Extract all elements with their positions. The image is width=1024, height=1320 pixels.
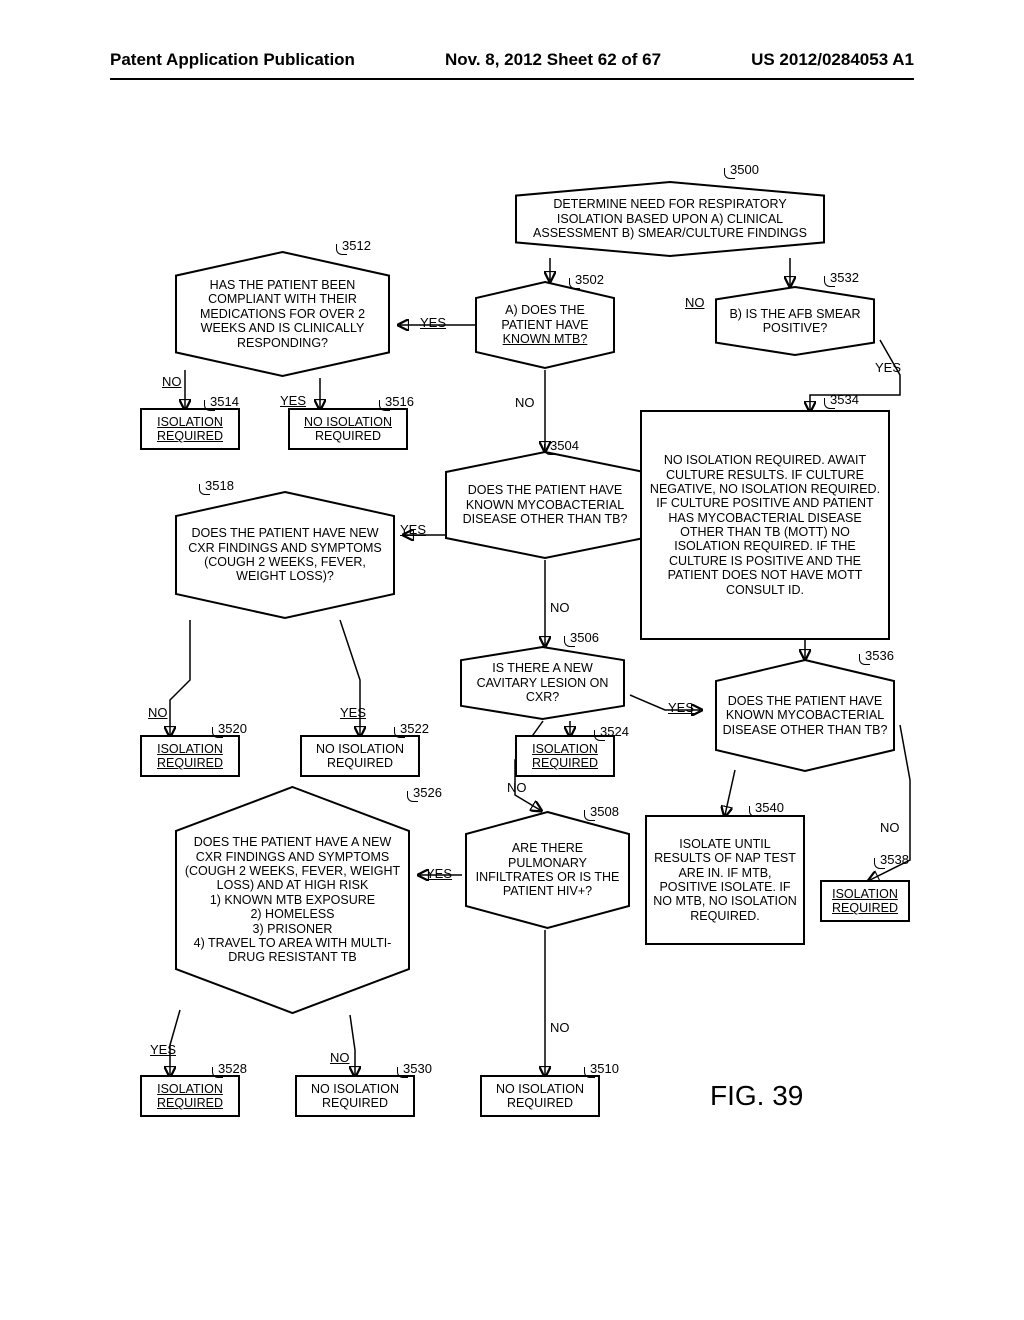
reference-hook [749, 806, 760, 817]
flowchart-terminal-n3520: ISOLATIONREQUIRED [140, 735, 240, 777]
reference-hook [544, 444, 555, 455]
edge-label: YES [340, 705, 366, 720]
flowchart-decision-n3502: A) DOES THEPATIENT HAVEKNOWN MTB? [470, 280, 620, 370]
edge-label: NO [550, 600, 570, 615]
flowchart-terminal-n3540: ISOLATE UNTIL RESULTS OF NAP TEST ARE IN… [645, 815, 805, 945]
flowchart-decision-n3500: DETERMINE NEED FOR RESPIRATORY ISOLATION… [510, 180, 830, 258]
flowchart-decision-n3536: DOES THE PATIENT HAVE KNOWN MYCOBACTERIA… [710, 658, 900, 773]
edge-label: NO [148, 705, 168, 720]
edge-label: YES [875, 360, 901, 375]
edge-label: NO [330, 1050, 350, 1065]
edge-label: NO [507, 780, 527, 795]
flowchart-terminal-n3524: ISOLATIONREQUIRED [515, 735, 615, 777]
flowchart-terminal-n3538: ISOLATIONREQUIRED [820, 880, 910, 922]
node-text: A) DOES THEPATIENT HAVEKNOWN MTB? [482, 288, 608, 362]
node-text: IS THERE A NEW CAVITARY LESION ON CXR? [467, 653, 618, 713]
flowchart-terminal-n3530: NO ISOLATION REQUIRED [295, 1075, 415, 1117]
edge-label: NO [515, 395, 535, 410]
header-left: Patent Application Publication [110, 50, 355, 70]
reference-hook [874, 858, 885, 869]
edge-label: YES [668, 700, 694, 715]
reference-hook [584, 810, 595, 821]
edge-label: YES [150, 1042, 176, 1057]
flowchart-decision-n3532: B) IS THE AFB SMEAR POSITIVE? [710, 285, 880, 357]
reference-hook [379, 400, 390, 411]
node-text: HAS THE PATIENT BEEN COMPLIANT WITH THEI… [182, 258, 383, 370]
edge-label: YES [420, 315, 446, 330]
node-text: DOES THE PATIENT HAVE NEW CXR FINDINGS A… [182, 498, 388, 612]
node-text: DETERMINE NEED FOR RESPIRATORY ISOLATION… [522, 188, 818, 250]
flowchart-terminal-n3528: ISOLATIONREQUIRED [140, 1075, 240, 1117]
reference-hook [394, 727, 405, 738]
figure-39: DETERMINE NEED FOR RESPIRATORY ISOLATION… [110, 180, 914, 1210]
edge-label: NO [162, 374, 182, 389]
node-text: DOES THE PATIENT HAVE KNOWN MYCOBACTERIA… [452, 458, 638, 552]
reference-hook [569, 278, 580, 289]
reference-hook [199, 484, 210, 495]
reference-hook [859, 654, 870, 665]
flowchart-terminal-n3534: NO ISOLATION REQUIRED. AWAIT CULTURE RES… [640, 410, 890, 640]
reference-hook [212, 727, 223, 738]
reference-hook [204, 400, 215, 411]
edge-label: YES [280, 393, 306, 408]
flowchart-terminal-n3514: ISOLATIONREQUIRED [140, 408, 240, 450]
flowchart-decision-n3526: DOES THE PATIENT HAVE A NEW CXR FINDINGS… [170, 785, 415, 1015]
flowchart-terminal-n3522: NO ISOLATION REQUIRED [300, 735, 420, 777]
reference-hook [212, 1067, 223, 1078]
edge-label: YES [426, 866, 452, 881]
flowchart-terminal-n3510: NO ISOLATION REQUIRED [480, 1075, 600, 1117]
reference-hook [594, 730, 605, 741]
reference-hook [397, 1067, 408, 1078]
edge-label: NO [685, 295, 705, 310]
flowchart-decision-n3512: HAS THE PATIENT BEEN COMPLIANT WITH THEI… [170, 250, 395, 378]
page-header: Patent Application Publication Nov. 8, 2… [0, 50, 1024, 70]
edge-label: NO [550, 1020, 570, 1035]
flowchart-decision-n3518: DOES THE PATIENT HAVE NEW CXR FINDINGS A… [170, 490, 400, 620]
flowchart-decision-n3508: ARE THERE PULMONARY INFILTRATES OR IS TH… [460, 810, 635, 930]
reference-hook [336, 244, 347, 255]
node-text: DOES THE PATIENT HAVE A NEW CXR FINDINGS… [182, 793, 403, 1007]
reference-hook [724, 168, 735, 179]
header-right: US 2012/0284053 A1 [751, 50, 914, 70]
node-text: ARE THERE PULMONARY INFILTRATES OR IS TH… [472, 818, 623, 922]
edge-label: NO [880, 820, 900, 835]
figure-label: FIG. 39 [710, 1080, 803, 1112]
reference-hook [564, 636, 575, 647]
flowchart-decision-n3504: DOES THE PATIENT HAVE KNOWN MYCOBACTERIA… [440, 450, 650, 560]
reference-hook [824, 276, 835, 287]
flowchart-terminal-n3516: NO ISOLATIONREQUIRED [288, 408, 408, 450]
header-rule [110, 78, 914, 80]
flowchart-decision-n3506: IS THERE A NEW CAVITARY LESION ON CXR? [455, 645, 630, 721]
node-text: B) IS THE AFB SMEAR POSITIVE? [722, 293, 868, 349]
header-center: Nov. 8, 2012 Sheet 62 of 67 [445, 50, 661, 70]
node-text: DOES THE PATIENT HAVE KNOWN MYCOBACTERIA… [722, 666, 888, 765]
edge-label: YES [400, 522, 426, 537]
reference-hook [407, 791, 418, 802]
reference-hook [824, 398, 835, 409]
reference-hook [584, 1067, 595, 1078]
